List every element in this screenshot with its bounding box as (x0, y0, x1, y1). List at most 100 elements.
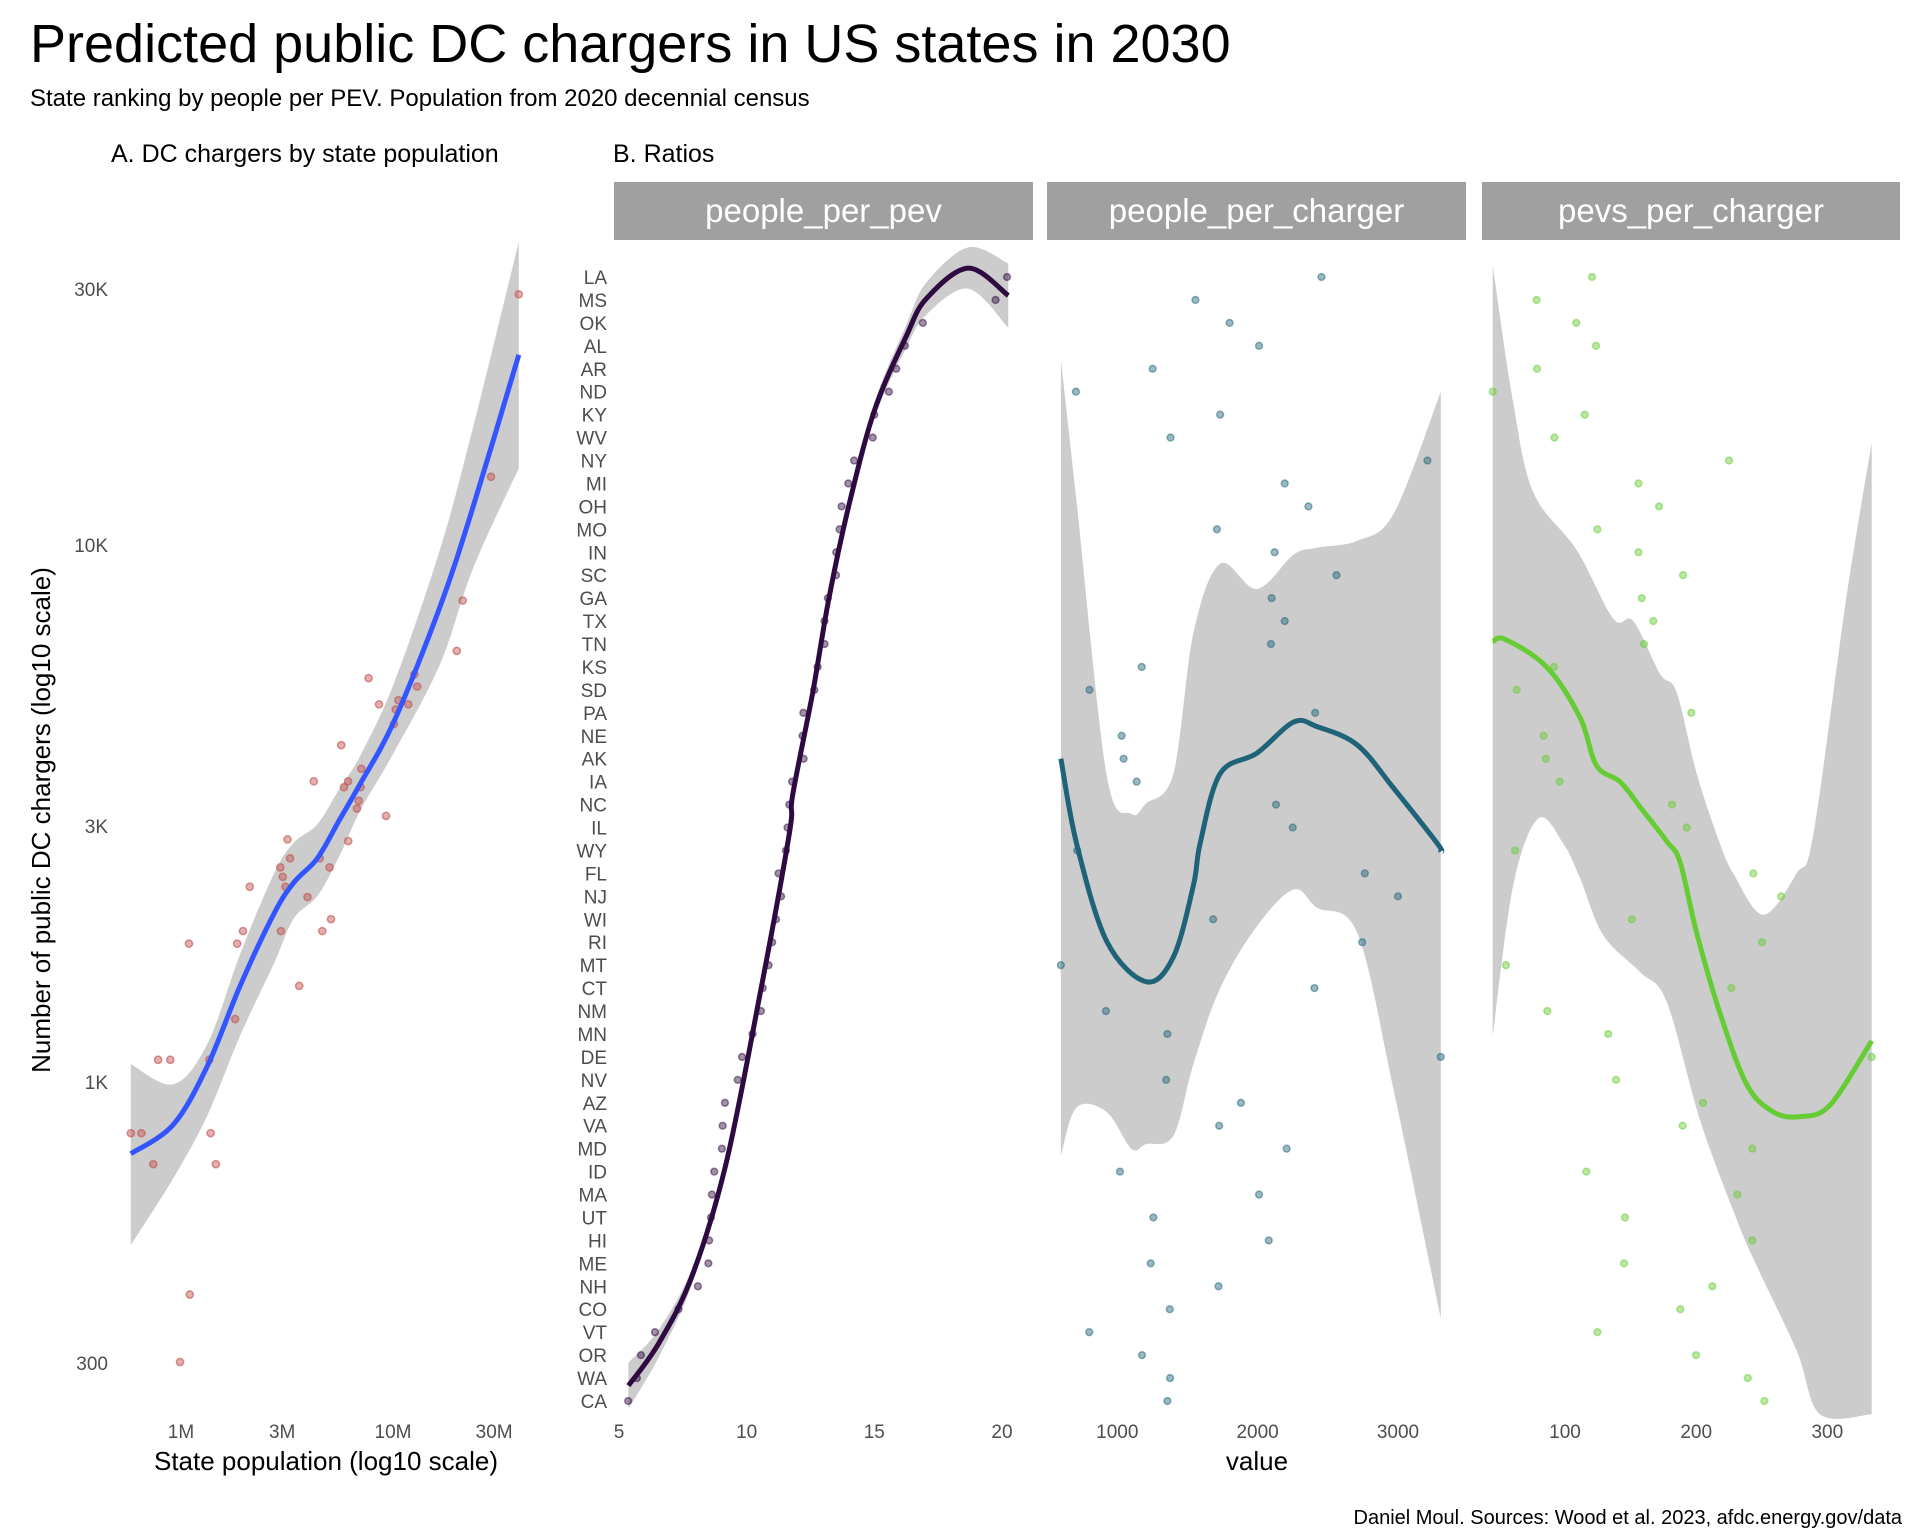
panel-a-x-tick-label: 30M (476, 1422, 513, 1443)
facet-point-WY (1510, 846, 1520, 855)
state-label: IL (591, 819, 607, 840)
facet-strip (614, 182, 1033, 240)
facet-point-IN (1270, 548, 1279, 557)
state-label: CO (579, 1300, 608, 1321)
facet-point-MA (707, 1190, 717, 1199)
panel-a-point (294, 981, 304, 991)
panel-b-x-axis-title: value (1226, 1446, 1288, 1476)
state-label: AK (582, 750, 608, 771)
state-label: MO (576, 520, 607, 541)
facet-point-FL (1749, 869, 1758, 878)
facet-x-tick-label: 200 (1680, 1422, 1712, 1443)
facet-point-WA (1743, 1373, 1752, 1383)
facet-point-ME (704, 1259, 713, 1268)
facet-point-AZ (1698, 1098, 1708, 1107)
state-label: CA (581, 1392, 608, 1413)
facet-point-CT (1727, 983, 1736, 993)
panel-a-point (343, 776, 353, 786)
facet-point-VA (1215, 1121, 1224, 1130)
facet-point-WV (1550, 433, 1559, 442)
facet-people-per-charger: people_per_charger 1000 2000 3000 (1047, 182, 1466, 1443)
facet-point-HI (1748, 1236, 1757, 1245)
facet-point-MT (1501, 961, 1511, 970)
facet-point-KY (1216, 410, 1225, 419)
facet-point-NJ (1393, 892, 1403, 901)
facet-point-GA (1637, 593, 1646, 603)
facet-confidence-band (1492, 265, 1872, 1420)
facet-point-NM (1543, 1006, 1552, 1016)
facet-point-ND (884, 387, 894, 396)
facet-point-NM (1101, 1006, 1111, 1016)
panel-a-point (278, 872, 288, 882)
facet-point-NH (1708, 1282, 1717, 1291)
facet-point-OH (1654, 502, 1664, 511)
panel-a-point (326, 914, 336, 924)
facet-point-UT (1620, 1213, 1630, 1222)
panel-a-point (339, 782, 349, 792)
facet-x-tick-label: 3000 (1377, 1422, 1419, 1443)
facet-point-PA (1311, 708, 1320, 717)
facet-point-ID (1115, 1167, 1125, 1176)
panel-a-point (230, 1014, 240, 1024)
panel-a-confidence-band (130, 241, 519, 1246)
panel-a-x-tick-label: 3M (269, 1422, 295, 1443)
facet-confidence-band (1060, 359, 1441, 1319)
facet-point-CO (1676, 1305, 1685, 1314)
state-label: VT (583, 1323, 608, 1344)
facet-point-NC (1271, 800, 1281, 809)
facet-point-SD (1085, 685, 1094, 695)
panel-a-point (275, 863, 285, 872)
panel-a-point (336, 740, 346, 750)
facet-point-MO (1212, 525, 1222, 534)
state-label: NH (580, 1277, 607, 1298)
state-label: WA (577, 1369, 607, 1390)
panel-a-point (356, 764, 366, 774)
state-label: GA (580, 589, 608, 610)
panel-a-point (276, 926, 286, 936)
state-label: NC (580, 796, 607, 817)
facet-point-OR (636, 1350, 646, 1360)
panel-a-point (245, 882, 255, 892)
facet-point-NC (1667, 800, 1677, 809)
facet-point-KS (1549, 662, 1559, 672)
facet-point-SD (1512, 685, 1521, 695)
facet-x-tick-label: 15 (864, 1422, 885, 1443)
state-label: WI (584, 910, 607, 931)
facet-x-tick-label: 2000 (1236, 1422, 1278, 1443)
state-label: SD (581, 681, 607, 702)
facet-point-NH (1214, 1282, 1223, 1291)
facet-point-SC (1332, 571, 1341, 580)
facet-point-MN (1163, 1029, 1172, 1039)
facet-point-NY (1423, 456, 1432, 465)
state-label: FL (585, 864, 607, 885)
facet-point-AZ (1236, 1098, 1246, 1107)
facet-point-NV (733, 1075, 742, 1085)
facet-point-MN (1604, 1029, 1613, 1039)
panel-a-point (175, 1357, 185, 1367)
facet-point-TX (1280, 616, 1289, 626)
chart-caption: Daniel Moul. Sources: Wood et al. 2023, … (1354, 1507, 1903, 1529)
panel-a-point (354, 796, 364, 806)
state-label: MS (579, 291, 608, 312)
state-label: OK (580, 314, 608, 335)
facet-point-NV (1161, 1075, 1171, 1085)
facet-point-MS (1191, 295, 1200, 305)
facet-point-GA (1267, 593, 1276, 603)
panel-a-point (412, 682, 422, 691)
panel-a-point (309, 776, 319, 786)
facet-point-AZ (720, 1098, 730, 1107)
chart-subtitle: State ranking by people per PEV. Populat… (30, 85, 810, 112)
state-label: NJ (584, 887, 607, 908)
facet-point-AK (1541, 754, 1550, 763)
panel-a-point (206, 1128, 216, 1138)
chart-title: Predicted public DC chargers in US state… (30, 14, 1231, 74)
facet-point-WV (868, 433, 877, 442)
facet-point-MT (1056, 961, 1066, 970)
panel-b-facets: people_per_pev 5 10 15 20 people_per_charger 1… (614, 182, 1900, 1443)
facet-x-tick-label: 100 (1549, 1422, 1581, 1443)
state-label: WY (576, 841, 607, 862)
facet-point-ND (1071, 387, 1081, 396)
panel-b-title: B. Ratios (613, 140, 714, 168)
facet-point-DE (1436, 1052, 1445, 1062)
state-label: NV (581, 1071, 608, 1092)
